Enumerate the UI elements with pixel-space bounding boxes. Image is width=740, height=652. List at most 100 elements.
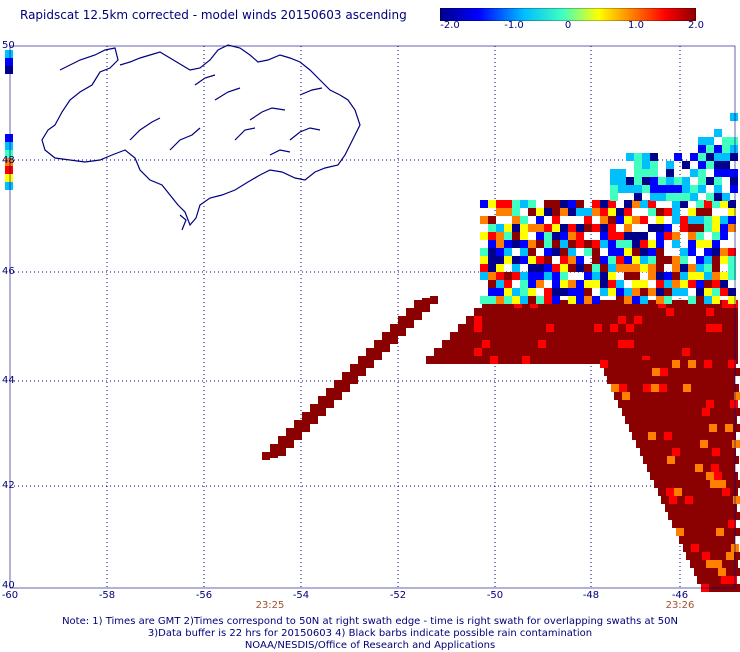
wind-cell xyxy=(706,193,714,201)
wind-cell xyxy=(692,368,700,376)
wind-cell xyxy=(626,153,634,161)
wind-cell xyxy=(576,224,584,232)
wind-cell xyxy=(466,348,474,356)
wind-cell xyxy=(714,560,722,568)
wind-cell xyxy=(616,232,624,240)
wind-cell xyxy=(704,272,712,280)
wind-cell xyxy=(698,185,706,193)
wind-cell xyxy=(730,400,738,408)
wind-cell xyxy=(648,224,656,232)
wind-cell xyxy=(650,300,658,308)
wind-cell xyxy=(624,224,632,232)
colorbar-tick: -1.0 xyxy=(504,20,524,31)
wind-cell xyxy=(693,496,701,504)
wind-cell xyxy=(726,392,734,400)
wind-cell xyxy=(546,340,554,348)
wind-cell xyxy=(594,324,602,332)
wind-cell xyxy=(698,560,706,568)
wind-cell xyxy=(658,324,666,332)
wind-cell xyxy=(729,576,737,584)
wind-cell xyxy=(643,384,651,392)
wind-cell xyxy=(638,392,646,400)
wind-cell xyxy=(552,224,560,232)
wind-cell xyxy=(600,216,608,224)
wind-cell xyxy=(728,296,736,304)
wind-cell xyxy=(698,332,706,340)
wind-cell xyxy=(696,280,704,288)
wind-cell xyxy=(632,240,640,248)
wind-cell xyxy=(422,304,430,312)
wind-cell xyxy=(568,264,576,272)
wind-cell xyxy=(712,296,720,304)
wind-cell xyxy=(718,568,726,576)
wind-cell xyxy=(677,496,685,504)
wind-cell xyxy=(528,240,536,248)
wind-cell xyxy=(706,560,714,568)
wind-cell xyxy=(716,440,724,448)
wind-cell xyxy=(690,348,698,356)
wind-cell xyxy=(651,384,659,392)
wind-cell xyxy=(496,224,504,232)
wind-cell xyxy=(674,193,682,201)
wind-cell xyxy=(562,300,570,308)
wind-cell xyxy=(568,200,576,208)
wind-cell xyxy=(682,488,690,496)
wind-cell xyxy=(672,288,680,296)
wind-cell xyxy=(600,288,608,296)
wind-cell xyxy=(358,356,366,364)
wind-cell xyxy=(538,308,546,316)
wind-cell xyxy=(496,256,504,264)
wind-cell xyxy=(687,536,695,544)
wind-cell xyxy=(570,316,578,324)
wind-cell xyxy=(600,264,608,272)
wind-cell xyxy=(696,240,704,248)
wind-cell xyxy=(720,448,728,456)
coastline xyxy=(41,44,361,231)
wind-cell xyxy=(640,200,648,208)
wind-cell xyxy=(600,256,608,264)
swath-time: 23:26 xyxy=(665,600,695,611)
wind-cell xyxy=(704,448,712,456)
wind-cell xyxy=(723,384,731,392)
wind-cell xyxy=(664,360,672,368)
wind-cell xyxy=(626,348,634,356)
wind-cell xyxy=(584,208,592,216)
wind-cell xyxy=(728,200,736,208)
wind-cell xyxy=(496,208,504,216)
wind-cell xyxy=(560,264,568,272)
wind-cell xyxy=(430,296,438,304)
wind-cell xyxy=(600,232,608,240)
wind-cell xyxy=(390,330,398,338)
wind-cell xyxy=(712,432,720,440)
wind-cell xyxy=(727,536,735,544)
wind-cell xyxy=(663,464,671,472)
wind-cell xyxy=(696,448,704,456)
wind-cell xyxy=(626,308,634,316)
wind-cell xyxy=(506,340,514,348)
wind-cell xyxy=(504,288,512,296)
lat-tick: 46 xyxy=(2,266,15,277)
wind-cell xyxy=(715,544,723,552)
wind-cell xyxy=(640,432,648,440)
wind-cell xyxy=(724,368,732,376)
wind-cell xyxy=(714,308,722,316)
wind-cell xyxy=(698,324,706,332)
wind-cell xyxy=(691,384,699,392)
wind-cell xyxy=(592,248,600,256)
wind-cell xyxy=(682,472,690,480)
wind-cell xyxy=(722,308,730,316)
wind-cell xyxy=(414,306,422,314)
wind-cell xyxy=(512,296,520,304)
wind-cell xyxy=(698,169,706,177)
wind-cell xyxy=(568,280,576,288)
wind-cell xyxy=(664,232,672,240)
wind-cell xyxy=(676,512,684,520)
wind-cell xyxy=(544,240,552,248)
wind-cell xyxy=(592,200,600,208)
wind-cell xyxy=(726,408,734,416)
wind-cell xyxy=(691,456,699,464)
wind-cell xyxy=(496,200,504,208)
wind-cell xyxy=(696,264,704,272)
wind-cell xyxy=(714,472,722,480)
wind-cell xyxy=(656,264,664,272)
